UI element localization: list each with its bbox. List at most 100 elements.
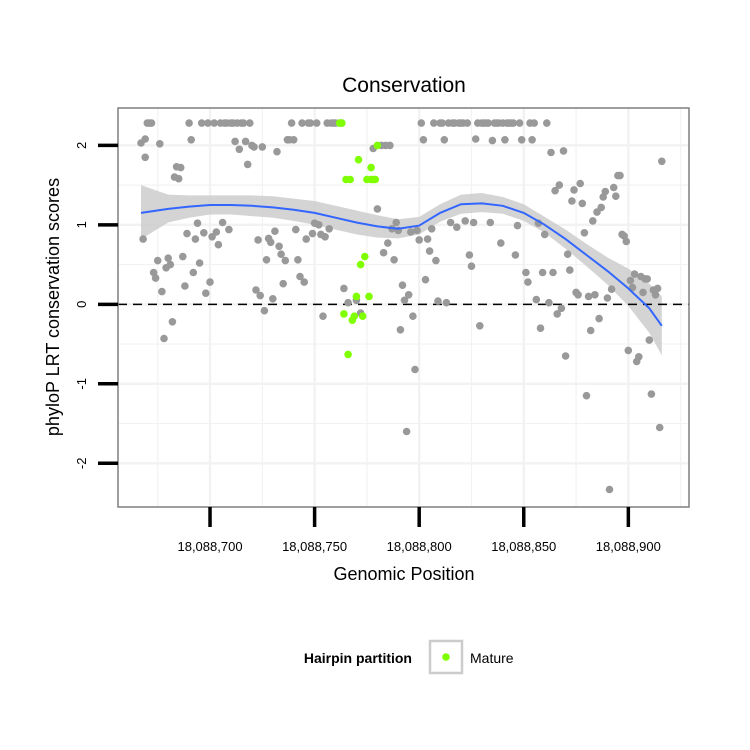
data-point-other: [471, 135, 480, 143]
data-point-other: [239, 119, 248, 127]
data-point-other: [308, 229, 317, 238]
data-point-other: [559, 147, 568, 155]
data-point-other: [243, 160, 252, 169]
data-point-other: [517, 136, 526, 144]
data-point-other: [254, 236, 262, 244]
data-point-other: [287, 119, 296, 127]
data-point-other: [607, 285, 616, 294]
data-point-other: [484, 119, 493, 127]
y-tick-label: 2: [74, 142, 89, 149]
data-point-other: [651, 291, 660, 299]
y-axis: -2 -1 0 1 2: [74, 142, 118, 469]
panel-border: [117, 107, 690, 508]
data-point-mature: [371, 175, 380, 184]
y-tick-label: 0: [74, 301, 89, 308]
data-point-other: [635, 353, 643, 361]
data-point-other: [566, 266, 574, 274]
data-point-other: [404, 291, 413, 299]
x-axis: 18,088,700 18,088,750 18,088,800 18,088,850…: [177, 507, 661, 554]
data-point-other: [386, 141, 394, 150]
data-point-other: [538, 268, 547, 277]
data-point-other: [164, 254, 172, 262]
panel-background: [118, 108, 689, 507]
data-point-other: [419, 136, 428, 144]
data-point-mature: [346, 175, 355, 184]
data-point-other: [438, 119, 447, 127]
data-point-other: [151, 274, 160, 282]
data-point-other: [181, 282, 189, 290]
chart-title: Conservation: [342, 74, 466, 97]
legend-label-mature: Mature: [470, 650, 514, 666]
data-point-other: [453, 223, 461, 231]
data-point-other: [549, 268, 557, 277]
data-point-other: [252, 286, 260, 294]
data-point-mature: [358, 312, 367, 321]
data-point-other: [266, 238, 275, 247]
data-point-other: [373, 205, 382, 213]
x-tick-label: 18,088,850: [491, 539, 556, 554]
data-point-other: [446, 218, 455, 227]
data-point-other: [312, 119, 321, 127]
data-point-other: [202, 289, 210, 298]
data-point-mature: [354, 155, 363, 164]
data-point-other: [315, 221, 323, 229]
data-point-other: [262, 255, 271, 264]
data-point-mature: [350, 312, 359, 321]
data-point-other: [522, 268, 530, 277]
data-point-other: [204, 119, 212, 127]
data-point-other: [325, 225, 334, 233]
data-point-mature: [338, 119, 346, 127]
y-tick-label: -2: [74, 458, 89, 470]
data-point-other: [256, 291, 265, 300]
data-point-other: [616, 171, 624, 180]
data-point-other: [139, 235, 147, 243]
data-point-other: [532, 295, 541, 304]
data-point-other: [160, 334, 168, 343]
data-point-other: [241, 137, 250, 146]
data-point-other: [547, 148, 555, 157]
other-points-layer: [137, 119, 666, 494]
confidence-band: [141, 185, 662, 356]
mature-points-layer: [335, 119, 382, 359]
y-axis-title: phyloP LRT conservation scores: [43, 178, 63, 436]
data-point-other: [225, 225, 233, 234]
data-point-other: [624, 346, 633, 355]
data-point-other: [511, 251, 520, 259]
data-point-other: [540, 230, 549, 239]
y-tick-label: 1: [74, 221, 89, 228]
data-point-other: [605, 485, 614, 494]
data-point-other: [501, 136, 509, 144]
data-point-other: [296, 272, 304, 281]
smooth-trend-line: [140, 202, 663, 327]
data-point-other: [281, 256, 290, 265]
data-point-other: [513, 221, 522, 230]
data-point-other: [402, 427, 411, 436]
data-point-other: [570, 186, 578, 194]
data-point-other: [497, 239, 505, 247]
data-point-other: [306, 119, 315, 127]
data-point-other: [298, 119, 306, 127]
data-point-other: [461, 217, 470, 225]
x-tick-label: 18,088,700: [177, 539, 242, 554]
data-point-other: [612, 192, 620, 200]
data-point-other: [630, 270, 639, 278]
data-point-other: [384, 239, 392, 247]
data-point-other: [271, 227, 279, 235]
data-point-other: [467, 262, 476, 271]
data-point-other: [486, 218, 495, 227]
data-point-other: [141, 153, 149, 162]
data-point-other: [432, 256, 440, 265]
x-tick-label: 18,088,900: [596, 539, 661, 554]
data-point-other: [584, 292, 593, 301]
data-point-other: [141, 135, 149, 143]
data-point-other: [147, 119, 156, 127]
data-point-other: [417, 119, 426, 127]
data-point-other: [658, 157, 666, 166]
data-point-other: [639, 288, 647, 297]
data-point-other: [321, 233, 329, 241]
data-point-mature: [352, 292, 361, 301]
data-point-other: [415, 236, 424, 244]
data-point-other: [476, 322, 484, 330]
data-point-other: [524, 278, 532, 286]
